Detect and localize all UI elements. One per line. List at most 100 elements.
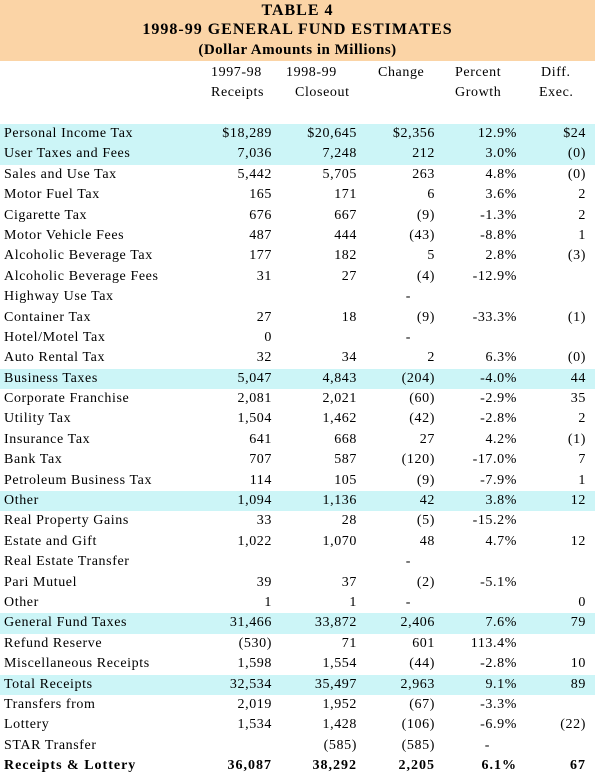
table-row: Business Taxes 5,047 4,843 (204) -4.0% 44 xyxy=(0,368,595,390)
cell-1997-98-receipts: 1 xyxy=(264,594,272,610)
cell-change: 27 xyxy=(419,431,435,447)
cell-1997-98-receipts: 487 xyxy=(249,227,272,243)
cell-percent-growth: 3.6% xyxy=(485,187,517,203)
cell-change: (120) xyxy=(401,452,435,468)
row-label: Hotel/Motel Tax xyxy=(4,329,106,345)
table-row: Container Tax 27 18 (9) -33.3% (1) xyxy=(0,308,595,328)
cell-1997-98-receipts: 1,504 xyxy=(237,411,272,427)
cell-1997-98-receipts: 39 xyxy=(256,574,272,590)
cell-change: (204) xyxy=(401,370,435,386)
cell-percent-growth: 2.8% xyxy=(485,248,517,264)
cell-1998-99-closeout: 27 xyxy=(341,268,357,284)
cell-1998-99-closeout: 35,497 xyxy=(314,676,357,692)
cell-change: (67) xyxy=(409,696,435,712)
cell-diff-exec: (3) xyxy=(567,248,586,264)
cell-1997-98-receipts: 1,598 xyxy=(237,656,272,672)
table-row: Auto Rental Tax 32 34 2 6.3% (0) xyxy=(0,348,595,368)
cell-diff-exec: (1) xyxy=(567,309,586,325)
cell-1997-98-receipts: 165 xyxy=(249,187,272,203)
cell-1998-99-closeout: 7,248 xyxy=(322,146,357,162)
cell-1997-98-receipts: 36,087 xyxy=(227,758,272,774)
cell-1998-99-closeout: $20,645 xyxy=(307,126,357,141)
table-row: Cigarette Tax 676 667 (9) -1.3% 2 xyxy=(0,206,595,226)
row-label: Petroleum Business Tax xyxy=(4,472,153,488)
col-header-1997-98: 1997-98 xyxy=(211,65,262,80)
table-row: Personal Income Tax $18,289 $20,645 $2,356 1… xyxy=(0,124,595,145)
row-label: Auto Rental Tax xyxy=(4,350,106,366)
cell-1997-98-receipts: 0 xyxy=(264,329,272,345)
cell-1997-98-receipts: 5,442 xyxy=(237,166,272,182)
cell-1997-98-receipts: 32 xyxy=(256,350,272,366)
table-row: Petroleum Business Tax 114 105 (9) -7.9% 1 xyxy=(0,471,595,491)
cell-change: 212 xyxy=(412,146,435,162)
row-label: Total Receipts xyxy=(4,676,93,692)
cell-percent-growth: 3.0% xyxy=(485,146,517,162)
cell-1998-99-closeout: 18 xyxy=(341,309,357,325)
cell-percent-growth: 4.8% xyxy=(485,166,517,182)
table-row: Total Receipts 32,534 35,497 2,963 9.1% 89 xyxy=(0,674,595,695)
cell-1997-98-receipts: 5,047 xyxy=(237,370,272,386)
row-label: Receipts & Lottery xyxy=(4,758,137,774)
col-header-closeout: Closeout xyxy=(295,85,350,100)
cell-1998-99-closeout: 2,021 xyxy=(322,391,357,407)
cell-1998-99-closeout: 37 xyxy=(341,574,357,590)
cell-diff-exec: 89 xyxy=(570,676,586,692)
cell-percent-growth: -2.8% xyxy=(480,656,517,672)
cell-1998-99-closeout: 1,136 xyxy=(322,493,357,509)
cell-percent-growth: -15.2% xyxy=(472,513,517,529)
cell-1997-98-receipts: 31 xyxy=(256,268,272,284)
cell-percent-growth: -5.1% xyxy=(480,574,517,590)
cell-change: - xyxy=(405,289,411,305)
cell-1997-98-receipts: 2,019 xyxy=(237,696,272,712)
cell-1998-99-closeout: 28 xyxy=(341,513,357,529)
cell-1997-98-receipts: 2,081 xyxy=(237,391,272,407)
row-label: Personal Income Tax xyxy=(4,126,134,141)
cell-diff-exec: 79 xyxy=(570,615,586,631)
row-label: Cigarette Tax xyxy=(4,207,88,223)
cell-1997-98-receipts: (530) xyxy=(238,635,272,651)
cell-1997-98-receipts: 114 xyxy=(249,472,272,488)
cell-1998-99-closeout: 444 xyxy=(334,227,357,243)
cell-1997-98-receipts: 1,094 xyxy=(237,493,272,509)
row-label: General Fund Taxes xyxy=(4,615,128,631)
table-row: Refund Reserve (530) 71 601 113.4% xyxy=(0,634,595,654)
cell-1998-99-closeout: 34 xyxy=(341,350,357,366)
table-row: Bank Tax 707 587 (120) -17.0% 7 xyxy=(0,450,595,470)
table-row: Alcoholic Beverage Fees 31 27 (4) -12.9% xyxy=(0,267,595,287)
col-header-change: Change xyxy=(378,65,425,80)
table-row: Transfers from 2,019 1,952 (67) -3.3% xyxy=(0,695,595,715)
cell-1997-98-receipts: 1,022 xyxy=(237,533,272,549)
cell-1998-99-closeout: 587 xyxy=(334,452,357,468)
cell-diff-exec: (0) xyxy=(567,350,586,366)
row-label: Alcoholic Beverage Fees xyxy=(4,268,159,284)
row-label: Transfers from xyxy=(4,696,96,712)
cell-percent-growth: -1.3% xyxy=(480,207,517,223)
cell-change: $2,356 xyxy=(392,126,435,141)
table-row: Insurance Tax 641 668 27 4.2% (1) xyxy=(0,430,595,450)
table-row: STAR Transfer (585) (585) - xyxy=(0,736,595,756)
cell-diff-exec: 1 xyxy=(578,227,586,243)
cell-diff-exec: 12 xyxy=(570,533,586,549)
row-label: Corporate Franchise xyxy=(4,391,130,407)
cell-change: (43) xyxy=(409,227,435,243)
cell-1998-99-closeout: 1 xyxy=(349,594,357,610)
table-row: Hotel/Motel Tax 0 - xyxy=(0,328,595,348)
cell-diff-exec: 35 xyxy=(570,391,586,407)
table-row: Corporate Franchise 2,081 2,021 (60) -2.9% 35 xyxy=(0,389,595,409)
cell-diff-exec: 2 xyxy=(578,411,586,427)
cell-change: (60) xyxy=(409,391,435,407)
table-row: Other 1 1 - 0 xyxy=(0,593,595,613)
cell-1997-98-receipts: 1,534 xyxy=(237,717,272,733)
cell-1997-98-receipts: 707 xyxy=(249,452,272,468)
cell-percent-growth: 113.4% xyxy=(470,635,517,651)
cell-percent-growth: 12.9% xyxy=(477,126,517,141)
table-row: Miscellaneous Receipts 1,598 1,554 (44) -2.8… xyxy=(0,654,595,674)
row-label: Highway Use Tax xyxy=(4,289,114,305)
row-label: Motor Vehicle Fees xyxy=(4,227,125,243)
cell-change: 5 xyxy=(427,248,435,264)
cell-percent-growth: -6.9% xyxy=(480,717,517,733)
row-label: Real Property Gains xyxy=(4,513,129,529)
cell-change: 48 xyxy=(419,533,435,549)
cell-1998-99-closeout: 171 xyxy=(334,187,357,203)
table-row: Alcoholic Beverage Tax 177 182 5 2.8% (3) xyxy=(0,246,595,266)
